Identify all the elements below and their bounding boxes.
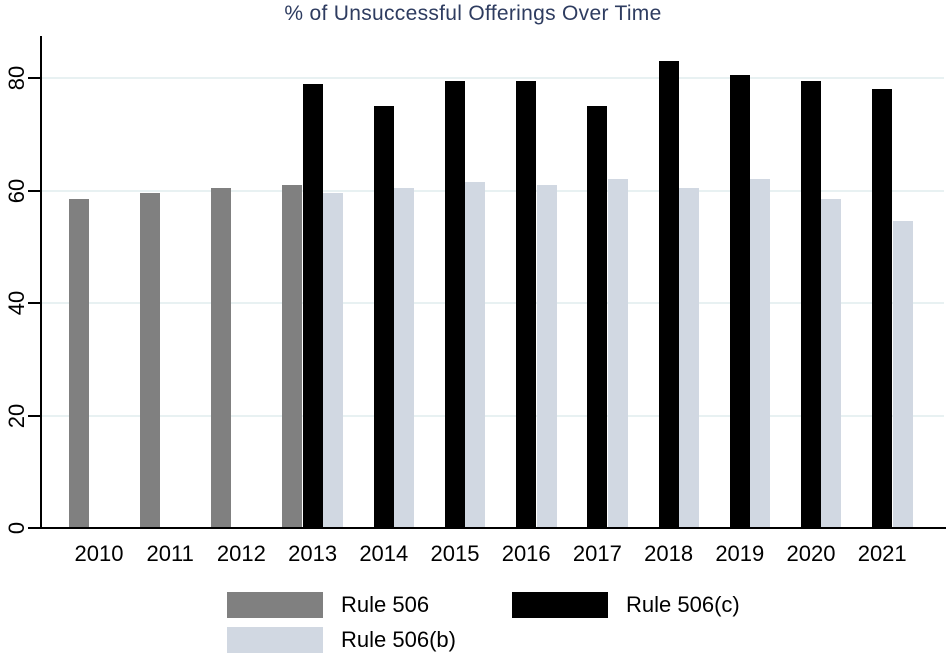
bar-rule-506-b-2018: [678, 187, 699, 528]
y-tick-label-40: 40: [4, 290, 29, 316]
legend-swatch-rule-506: [227, 592, 323, 618]
gridline-40: [42, 302, 944, 304]
bar-rule-506-2011: [139, 193, 160, 528]
x-tick-label-2014: 2014: [359, 541, 409, 566]
bar-rule-506-b-2015: [465, 182, 486, 528]
y-tick-80: [28, 77, 40, 79]
gridline-80: [42, 77, 944, 79]
y-tick-label-0: 0: [4, 521, 29, 535]
y-tick-label-60: 60: [4, 178, 29, 203]
y-tick-20: [28, 414, 40, 417]
bar-rule-506-c-2020: [801, 80, 821, 528]
x-tick-label-2019: 2019: [715, 541, 765, 566]
gridline-60: [42, 189, 944, 192]
legend-item-rule-506-b: Rule 506(b): [227, 627, 512, 653]
bar-rule-506-c-2015: [445, 80, 465, 528]
y-tick-label-20: 20: [4, 403, 29, 428]
x-axis-line: [40, 527, 946, 529]
bar-rule-506-b-2017: [607, 179, 628, 529]
bar-rule-506-b-2016: [536, 184, 557, 528]
bar-rule-506-c-2018: [658, 61, 679, 528]
y-tick-0: [28, 527, 40, 529]
bar-rule-506-2013: [282, 184, 303, 528]
legend: Rule 506 Rule 506(c) Rule 506(b): [227, 592, 740, 653]
legend-swatch-rule-506-b: [227, 627, 323, 653]
x-tick-label-2011: 2011: [146, 541, 194, 566]
legend-label-rule-506: Rule 506: [341, 592, 430, 617]
gridline-20: [42, 414, 944, 417]
bar-rule-506-c-2016: [516, 80, 537, 528]
bar-rule-506-c-2021: [872, 89, 893, 529]
bar-rule-506-b-2014: [394, 187, 415, 528]
bar-rule-506-c-2014: [373, 106, 394, 528]
bar-rule-506-b-2019: [750, 179, 771, 529]
bar-rule-506-b-2021: [892, 221, 913, 528]
x-tick-label-2016: 2016: [501, 541, 551, 566]
x-tick-label-2020: 2020: [786, 541, 836, 566]
legend-label-rule-506-c: Rule 506(c): [626, 592, 740, 617]
y-tick-60: [28, 189, 40, 192]
x-tick-label-2018: 2018: [644, 541, 694, 566]
legend-item-rule-506-c: Rule 506(c): [512, 592, 740, 618]
bar-rule-506-2012: [211, 187, 232, 528]
x-tick-label-2010: 2010: [74, 541, 124, 566]
bar-rule-506-2010: [68, 198, 89, 528]
bar-rule-506-c-2013: [302, 83, 323, 528]
legend-label-rule-506-b: Rule 506(b): [341, 627, 456, 652]
bar-rule-506-b-2020: [821, 198, 842, 528]
bar-rule-506-c-2019: [729, 75, 750, 528]
x-tick-label-2013: 2013: [288, 541, 338, 566]
legend-item-rule-506: Rule 506: [227, 592, 512, 618]
chart-title: % of Unsuccessful Offerings Over Time: [284, 2, 662, 25]
y-tick-40: [28, 302, 40, 304]
y-tick-label-80: 80: [4, 65, 29, 91]
y-axis-line: [40, 36, 42, 529]
x-tick-label-2012: 2012: [216, 541, 266, 566]
bar-rule-506-b-2013: [322, 193, 343, 528]
bar-rule-506-c-2017: [587, 106, 608, 528]
x-tick-label-2017: 2017: [572, 541, 622, 566]
x-tick-label-2015: 2015: [430, 541, 480, 566]
legend-swatch-rule-506-c: [512, 592, 608, 618]
x-tick-label-2021: 2021: [857, 541, 907, 566]
